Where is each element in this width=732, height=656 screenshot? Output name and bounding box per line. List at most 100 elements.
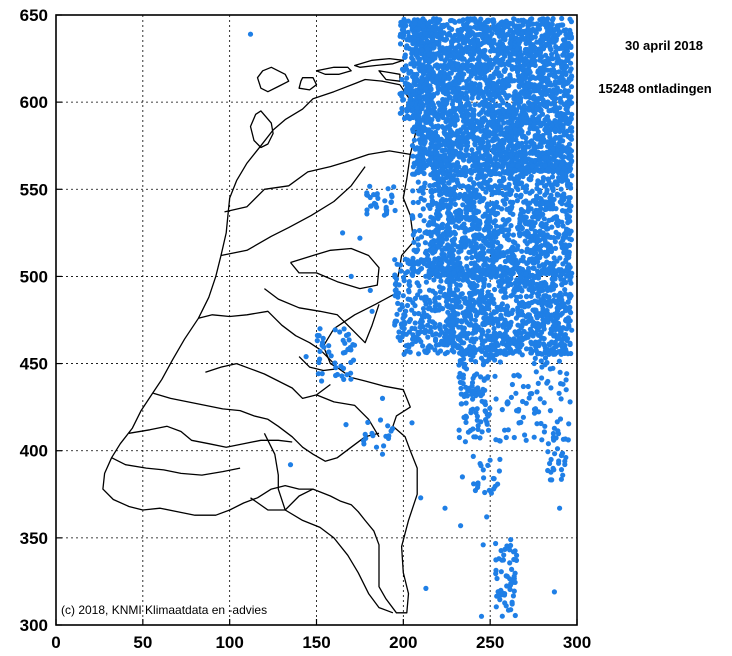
discharge-point	[441, 70, 447, 76]
discharge-point	[527, 150, 533, 156]
discharge-point	[529, 61, 535, 67]
discharge-point	[548, 30, 555, 36]
discharge-point	[403, 23, 409, 29]
discharge-point	[520, 254, 526, 260]
discharge-point	[477, 199, 483, 205]
discharge-point	[501, 332, 507, 338]
discharge-point	[468, 316, 474, 322]
discharge-point	[496, 171, 502, 177]
discharge-point	[470, 222, 476, 228]
discharge-point	[435, 50, 441, 57]
discharge-point	[568, 148, 575, 154]
discharge-point	[463, 143, 469, 149]
discharge-point	[507, 187, 513, 193]
discharge-point	[442, 50, 448, 56]
discharge-point	[450, 67, 456, 73]
discharge-point	[515, 37, 521, 43]
discharge-point	[490, 209, 497, 215]
discharge-point	[559, 70, 565, 76]
discharge-point	[538, 287, 544, 293]
discharge-point	[568, 19, 575, 25]
discharge-point	[549, 122, 555, 128]
discharge-point	[403, 88, 409, 94]
discharge-point	[529, 16, 535, 22]
discharge-point	[542, 91, 549, 97]
discharge-point	[478, 16, 484, 22]
discharge-point	[550, 272, 557, 278]
discharge-point	[540, 300, 546, 306]
discharge-point	[500, 145, 506, 151]
discharge-point	[510, 122, 517, 128]
discharge-point	[451, 162, 457, 168]
discharge-point	[481, 133, 487, 139]
discharge-point	[546, 149, 552, 155]
discharge-point	[440, 82, 446, 88]
discharge-point	[425, 72, 431, 78]
discharge-point	[422, 230, 428, 236]
discharge-point	[478, 307, 484, 313]
discharge-point	[525, 207, 532, 213]
discharge-point	[497, 141, 503, 147]
discharge-point	[503, 114, 509, 120]
discharge-point	[446, 45, 453, 51]
discharge-point	[533, 307, 539, 313]
discharge-point	[496, 73, 502, 79]
border-line	[111, 457, 241, 476]
discharge-point	[454, 150, 460, 157]
discharge-point	[449, 237, 455, 244]
discharge-point	[553, 299, 559, 305]
discharge-point	[479, 341, 485, 347]
discharge-point	[450, 253, 456, 259]
discharge-point	[404, 75, 410, 81]
discharge-point	[505, 134, 511, 140]
discharge-point	[467, 299, 473, 305]
discharge-point	[505, 249, 511, 255]
discharge-point	[559, 343, 565, 350]
discharge-point	[523, 169, 529, 175]
discharge-point	[476, 50, 482, 56]
discharge-point	[463, 126, 469, 132]
discharge-point	[452, 209, 459, 215]
discharge-point	[471, 49, 478, 55]
discharge-point	[567, 101, 573, 107]
discharge-point	[437, 213, 443, 219]
discharge-point	[446, 75, 452, 81]
discharge-point	[513, 192, 519, 199]
discharge-point	[543, 281, 549, 287]
discharge-point	[525, 334, 531, 340]
discharge-point	[534, 106, 540, 113]
discharge-point	[495, 52, 501, 58]
discharge-point	[554, 108, 560, 114]
discharge-point	[529, 163, 536, 169]
discharge-point	[545, 55, 551, 62]
discharge-point	[455, 85, 461, 91]
discharge-point	[504, 304, 511, 310]
discharge-point	[419, 47, 425, 54]
discharge-point	[509, 63, 515, 70]
discharge-point	[456, 218, 462, 224]
discharge-point	[425, 51, 432, 58]
discharge-point	[493, 256, 499, 262]
discharge-point	[410, 59, 417, 65]
discharge-point	[527, 256, 533, 262]
discharge-point	[526, 26, 532, 32]
discharge-point	[559, 174, 565, 180]
discharge-point	[567, 218, 573, 224]
discharge-point	[482, 127, 489, 133]
discharge-point	[459, 90, 465, 96]
discharge-point	[539, 150, 546, 156]
discharge-point	[552, 163, 558, 169]
discharge-point	[484, 305, 490, 312]
discharge-point	[469, 254, 475, 260]
discharge-point	[496, 147, 502, 153]
discharge-point	[410, 199, 416, 206]
discharge-point	[553, 119, 559, 125]
discharge-point	[539, 220, 545, 227]
discharge-point	[568, 60, 574, 66]
discharge-point	[544, 114, 551, 120]
discharge-point	[514, 277, 520, 283]
discharge-point	[499, 267, 505, 273]
discharge-point	[537, 280, 544, 287]
discharge-point	[440, 100, 446, 106]
discharge-point	[419, 186, 425, 192]
